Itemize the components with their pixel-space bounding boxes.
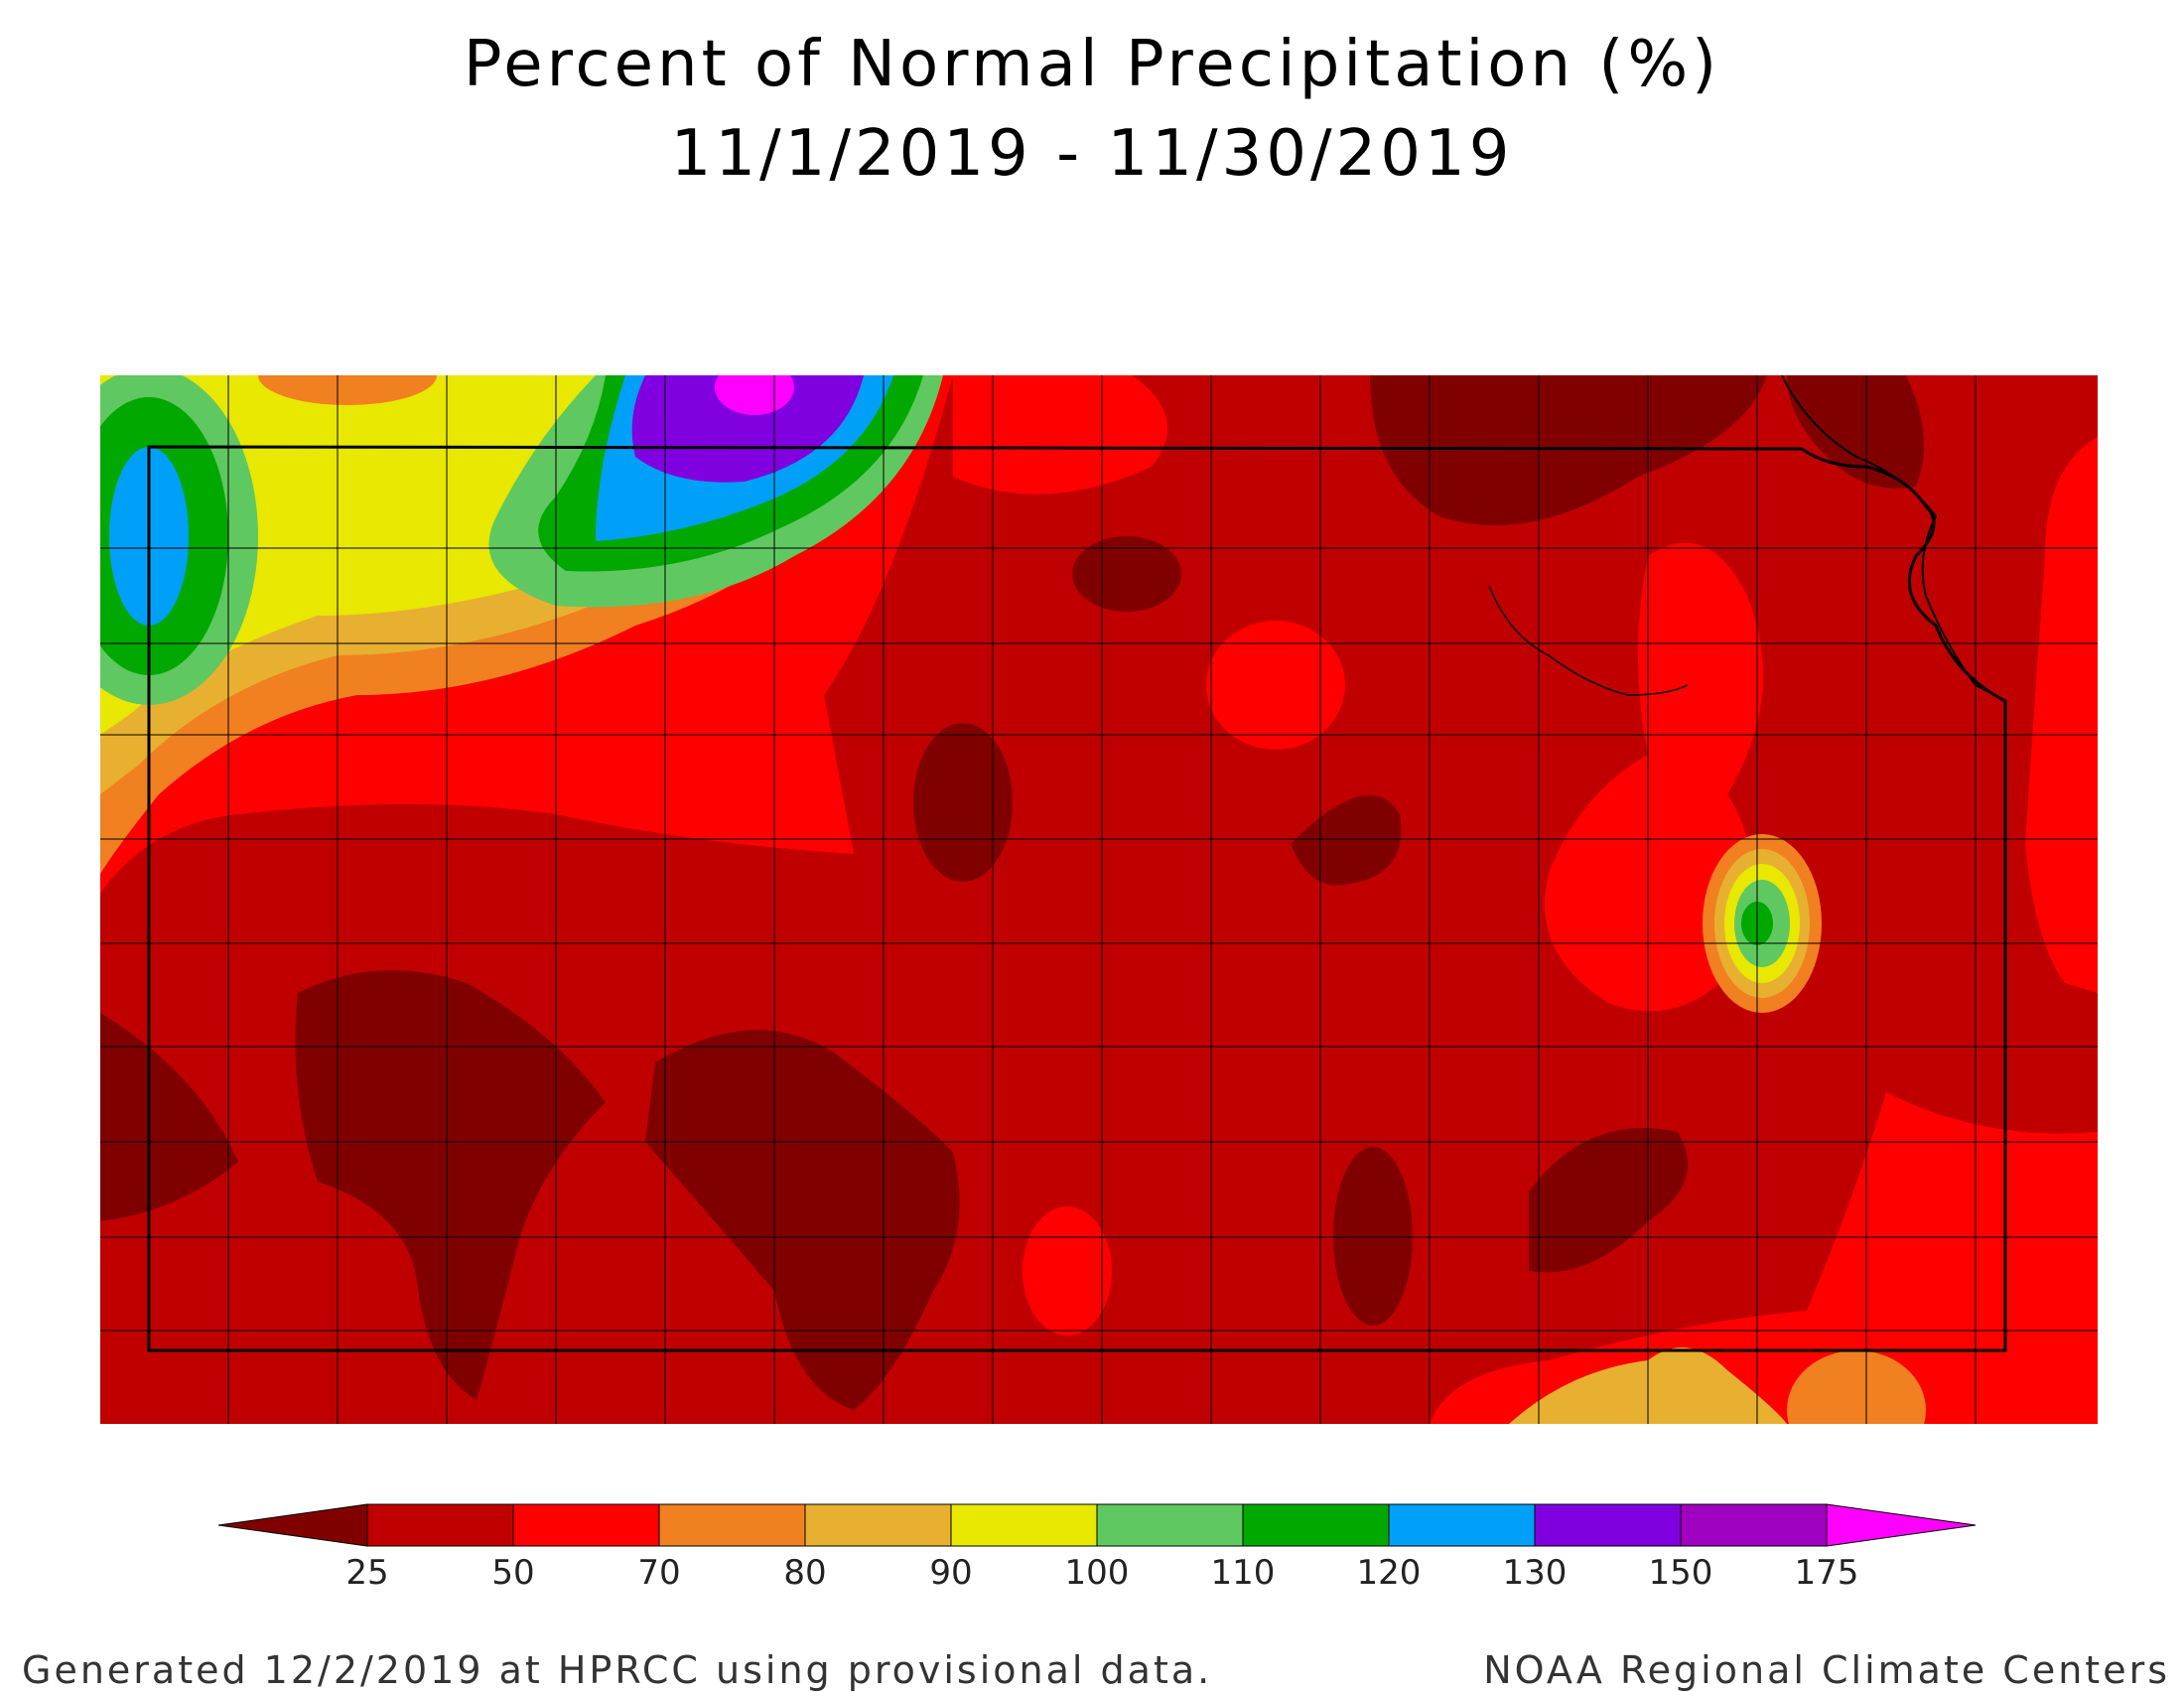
region-darkred-northeast-corner (1787, 375, 1924, 489)
source-credit: NOAA Regional Climate Centers (1483, 1648, 2170, 1692)
contour-field (100, 375, 2098, 1424)
region-darkred-mid (1291, 794, 1402, 886)
region-red-center (1206, 621, 1345, 750)
legend-tick: 100 (1065, 1553, 1130, 1593)
legend-tick: 50 (491, 1553, 534, 1593)
legend-swatch-150 (1534, 1503, 1682, 1547)
legend-arrow-low (217, 1503, 368, 1547)
region-darkred-south-central (645, 1030, 960, 1410)
legend-tick: 175 (1795, 1553, 1859, 1593)
legend-tick: 70 (637, 1553, 680, 1593)
region-orange-top (258, 375, 437, 405)
date-range: 11/1/2019 - 11/30/2019 (670, 117, 1514, 191)
region-red-south (1023, 1206, 1112, 1336)
legend-tick: 80 (783, 1553, 826, 1593)
map-title: Percent of Normal Precipitation (%) (463, 28, 1721, 101)
region-darkred-north-central (1072, 536, 1181, 612)
legend-swatch-130 (1388, 1503, 1536, 1547)
region-red-far-east (2025, 437, 2098, 993)
legend-swatch-100 (950, 1503, 1098, 1547)
region-darkred-south-east (1333, 1147, 1413, 1326)
legend-tick: 90 (929, 1553, 972, 1593)
river-line (1781, 375, 2006, 702)
county-lines (100, 375, 2098, 1424)
region-magenta-north (715, 375, 794, 415)
legend-swatch-90 (804, 1503, 952, 1547)
legend-swatch-80 (658, 1503, 806, 1547)
legend-tick: 150 (1649, 1553, 1713, 1593)
legend-swatch-110 (1096, 1503, 1244, 1547)
region-red-southeast (1430, 1092, 2098, 1424)
legend-arrow-high (1826, 1503, 1977, 1547)
lake-outline (1488, 585, 1689, 696)
region-darkred-west (100, 1013, 238, 1221)
region-darkred-central (913, 723, 1013, 882)
generated-note: Generated 12/2/2019 at HPRCC using provi… (22, 1648, 1213, 1692)
region-orange-south (1787, 1350, 1926, 1424)
region-purple-north (631, 375, 864, 483)
legend-swatch-120 (1242, 1503, 1390, 1547)
legend-tick: 25 (345, 1553, 388, 1593)
legend-tick: 130 (1503, 1553, 1568, 1593)
legend-tick: 110 (1211, 1553, 1276, 1593)
region-red-north (953, 375, 1167, 494)
region-darkred-northeast (1370, 375, 1767, 525)
region-darkred-southwest (295, 970, 606, 1400)
legend-swatch-175 (1680, 1503, 1828, 1547)
color-legend: 25 50 70 80 90 100 110 120 130 150 175 (217, 1503, 1977, 1593)
legend-swatch-70 (512, 1503, 660, 1547)
legend-tick: 120 (1357, 1553, 1422, 1593)
legend-swatch-50 (366, 1503, 514, 1547)
